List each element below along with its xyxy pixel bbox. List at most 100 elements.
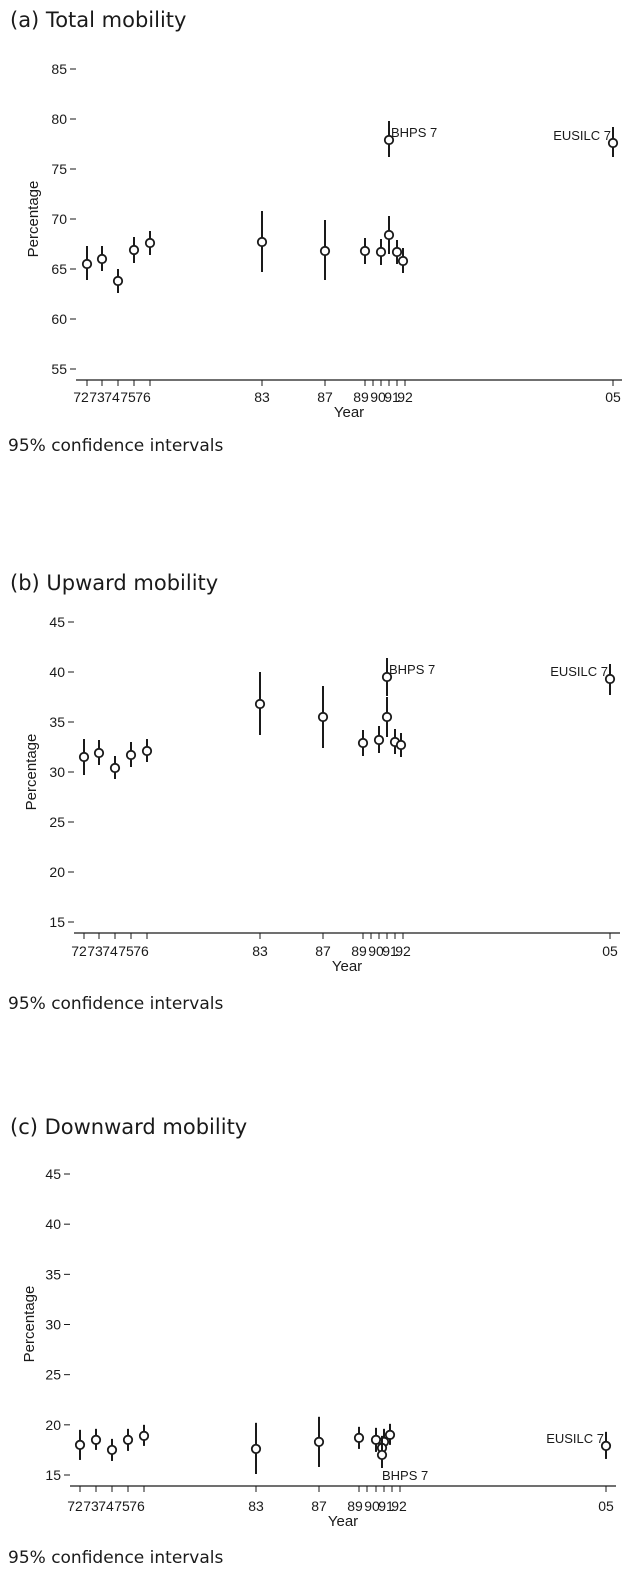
data-point bbox=[90, 1434, 102, 1445]
x-tick-label: 75 bbox=[120, 389, 136, 405]
data-point bbox=[256, 236, 268, 248]
y-tick-label: 85 bbox=[51, 61, 67, 77]
y-tick-label: 55 bbox=[51, 361, 67, 377]
y-tick-label: 70 bbox=[51, 211, 67, 227]
data-point bbox=[391, 246, 403, 258]
x-tick-label: 83 bbox=[248, 1498, 264, 1514]
y-tick-label: 35 bbox=[49, 714, 65, 730]
data-point bbox=[359, 245, 371, 257]
y-tick-label: 15 bbox=[49, 914, 65, 930]
y-tick-label: 40 bbox=[45, 1216, 61, 1232]
x-tick-label: 87 bbox=[315, 943, 331, 959]
data-point bbox=[125, 749, 137, 761]
y-tick-label: 45 bbox=[45, 1166, 61, 1182]
x-tick-label: 89 bbox=[351, 943, 367, 959]
y-tick-label: 30 bbox=[49, 764, 65, 780]
x-tick-label: 05 bbox=[605, 389, 621, 405]
data-point bbox=[370, 1434, 382, 1445]
data-point bbox=[600, 1440, 612, 1452]
x-tick-label: 72 bbox=[67, 1498, 83, 1514]
x-tick-label: 83 bbox=[252, 943, 268, 959]
x-tick-label: 76 bbox=[129, 1498, 145, 1514]
data-point bbox=[128, 244, 140, 256]
data-point bbox=[74, 1439, 86, 1451]
x-tick-label: 73 bbox=[89, 389, 105, 405]
x-tick-label: 74 bbox=[104, 389, 120, 405]
x-tick-label: 05 bbox=[598, 1498, 614, 1514]
point-label: EUSILC 7 bbox=[550, 664, 608, 679]
data-point bbox=[109, 762, 121, 774]
data-point bbox=[81, 258, 93, 270]
data-point bbox=[78, 751, 90, 763]
data-point bbox=[106, 1444, 118, 1456]
x-tick-label: 73 bbox=[83, 1498, 99, 1514]
x-tick-label: 83 bbox=[254, 389, 270, 405]
data-point bbox=[381, 671, 393, 683]
y-tick-label: 25 bbox=[45, 1367, 61, 1383]
data-point bbox=[381, 711, 393, 723]
x-axis-label: Year bbox=[328, 1513, 358, 1530]
y-tick-label: 25 bbox=[49, 814, 65, 830]
data-point bbox=[138, 1430, 150, 1441]
panel-title: (c) Downward mobility bbox=[10, 1115, 248, 1139]
x-tick-label: 92 bbox=[395, 943, 411, 959]
data-point bbox=[353, 1432, 365, 1443]
x-axis-label: Year bbox=[332, 958, 362, 975]
data-point bbox=[144, 237, 156, 249]
x-tick-label: 76 bbox=[135, 389, 151, 405]
x-tick-label: 76 bbox=[133, 943, 149, 959]
y-axis-label: Percentage bbox=[21, 1286, 38, 1363]
data-point bbox=[254, 698, 266, 710]
x-tick-label: 91 bbox=[382, 943, 398, 959]
x-tick-label: 87 bbox=[311, 1498, 327, 1514]
data-point bbox=[122, 1434, 134, 1445]
y-tick-label: 15 bbox=[45, 1467, 61, 1483]
x-tick-label: 92 bbox=[391, 1498, 407, 1514]
x-tick-label: 73 bbox=[87, 943, 103, 959]
y-tick-label: 40 bbox=[49, 664, 65, 680]
x-tick-label: 90 bbox=[368, 943, 384, 959]
x-tick-label: 72 bbox=[71, 943, 87, 959]
data-point bbox=[317, 711, 329, 723]
point-label: EUSILC 7 bbox=[546, 1431, 604, 1446]
data-point bbox=[141, 745, 153, 757]
y-axis-label: Percentage bbox=[25, 181, 42, 258]
data-point bbox=[313, 1436, 325, 1447]
x-tick-label: 75 bbox=[114, 1498, 130, 1514]
x-tick-label: 72 bbox=[73, 389, 89, 405]
x-tick-label: 74 bbox=[102, 943, 118, 959]
x-tick-label: 87 bbox=[317, 389, 333, 405]
y-tick-label: 20 bbox=[49, 864, 65, 880]
y-tick-label: 45 bbox=[49, 614, 65, 630]
y-tick-label: 20 bbox=[45, 1417, 61, 1433]
y-tick-label: 75 bbox=[51, 161, 67, 177]
x-tick-label: 74 bbox=[98, 1498, 114, 1514]
x-tick-label: 75 bbox=[118, 943, 134, 959]
data-point bbox=[607, 137, 619, 149]
confidence-note: 95% confidence intervals bbox=[8, 1548, 224, 1568]
data-point bbox=[112, 275, 124, 287]
x-tick-label: 92 bbox=[397, 389, 413, 405]
data-point bbox=[319, 245, 331, 257]
x-axis-label: Year bbox=[334, 404, 364, 421]
confidence-note: 95% confidence intervals bbox=[8, 436, 224, 456]
x-tick-label: 91 bbox=[378, 1498, 394, 1514]
data-point bbox=[250, 1443, 262, 1455]
data-point bbox=[357, 737, 369, 749]
point-label: BHPS 7 bbox=[382, 1468, 428, 1483]
x-tick-label: 90 bbox=[364, 1498, 380, 1514]
y-tick-label: 30 bbox=[45, 1317, 61, 1333]
point-label: BHPS 7 bbox=[389, 662, 435, 677]
y-tick-label: 80 bbox=[51, 111, 67, 127]
y-tick-label: 60 bbox=[51, 311, 67, 327]
data-point bbox=[376, 1449, 388, 1461]
data-point bbox=[373, 734, 385, 746]
x-tick-label: 89 bbox=[353, 389, 369, 405]
data-point bbox=[397, 255, 409, 267]
data-point bbox=[383, 134, 395, 146]
data-point bbox=[96, 253, 108, 265]
data-point bbox=[375, 246, 387, 258]
point-label: EUSILC 7 bbox=[553, 128, 611, 143]
